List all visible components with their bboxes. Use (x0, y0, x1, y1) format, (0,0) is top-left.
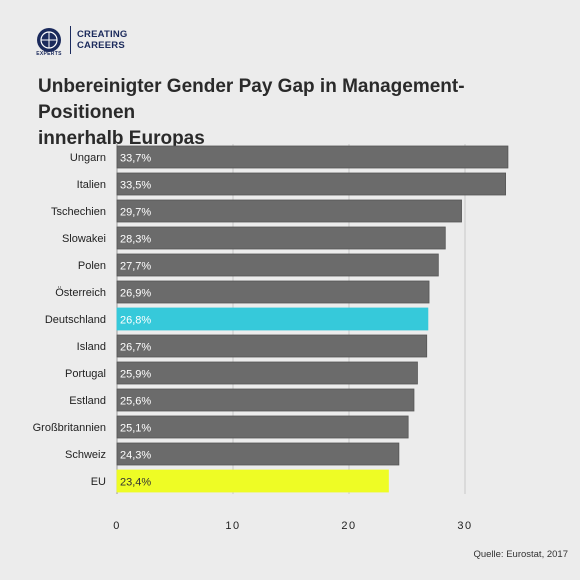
bar (116, 280, 430, 304)
value-label: 24,3% (120, 450, 151, 462)
brand-name-line1: CREATING (77, 29, 128, 40)
brand-name-line2: CAREERS (77, 40, 125, 51)
category-label: Estland (69, 395, 106, 407)
bar (116, 307, 429, 331)
value-label: 28,3% (120, 234, 151, 246)
x-tick-label: 0 (113, 520, 121, 532)
bar (116, 469, 389, 493)
bar (116, 388, 415, 412)
x-tick-label: 30 (457, 520, 472, 532)
category-label: Italien (77, 179, 106, 191)
category-label: Schweiz (65, 449, 106, 461)
category-label: Großbritannien (33, 422, 106, 434)
logo-badge-text: EXPERTS (36, 51, 62, 57)
logo-divider (70, 26, 71, 54)
value-label: 23,4% (120, 477, 151, 489)
category-label: Tschechien (51, 206, 106, 218)
brand-name: CREATING CAREERS (77, 29, 128, 51)
bar (116, 415, 409, 439)
logo-icon: EXPERTS (36, 27, 62, 57)
value-label: 25,1% (120, 423, 151, 435)
value-label: 26,7% (120, 342, 151, 354)
value-label: 25,6% (120, 396, 151, 408)
bar (116, 334, 428, 358)
x-tick-label: 10 (225, 520, 240, 532)
category-label: EU (91, 476, 106, 488)
value-label: 29,7% (120, 207, 151, 219)
chart-title-line1: Unbereinigter Gender Pay Gap in Manageme… (38, 76, 465, 123)
value-label: 26,8% (120, 315, 151, 327)
category-label: Portugal (65, 368, 106, 380)
source-note: Quelle: Eurostat, 2017 (473, 549, 568, 560)
bar (116, 253, 439, 277)
chart-title: Unbereinigter Gender Pay Gap in Manageme… (38, 74, 558, 152)
brand-header: EXPERTS CREATING CAREERS (36, 20, 128, 60)
bar (116, 442, 400, 466)
category-label: Deutschland (45, 314, 106, 326)
category-label: Island (77, 341, 106, 353)
x-tick-label: 20 (341, 520, 356, 532)
value-label: 25,9% (120, 369, 151, 381)
bar (116, 172, 507, 196)
value-label: 33,7% (120, 153, 151, 165)
category-label: Österreich (55, 287, 106, 299)
value-label: 26,9% (120, 288, 151, 300)
bar (116, 226, 446, 250)
category-label: Polen (78, 260, 106, 272)
category-label: Ungarn (70, 152, 106, 164)
chart-title-line2: innerhalb Europas (38, 128, 205, 149)
bar (116, 145, 509, 169)
value-label: 27,7% (120, 261, 151, 273)
category-label: Slowakei (62, 233, 106, 245)
bar (116, 199, 462, 223)
bar (116, 361, 418, 385)
value-label: 33,5% (120, 180, 151, 192)
bar-chart: Ungarn 33,7% Italien 33,5% Tschechien 29,7% Sl… (33, 144, 509, 532)
